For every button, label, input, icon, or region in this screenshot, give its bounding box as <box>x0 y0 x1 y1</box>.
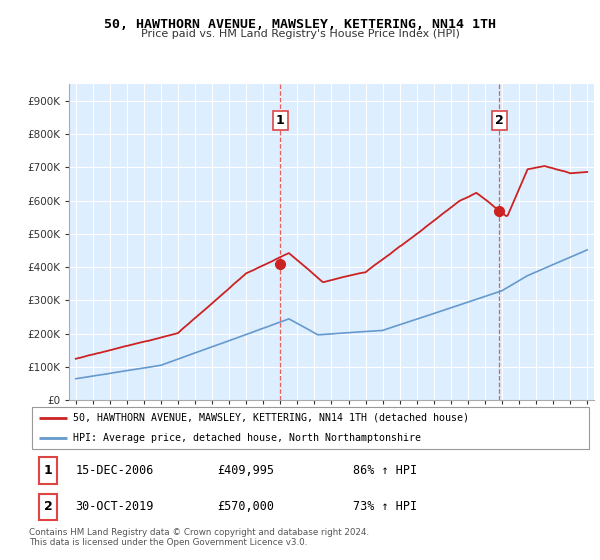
FancyBboxPatch shape <box>39 493 57 520</box>
Text: 73% ↑ HPI: 73% ↑ HPI <box>353 500 417 514</box>
FancyBboxPatch shape <box>32 407 589 449</box>
Text: 15-DEC-2006: 15-DEC-2006 <box>75 464 154 477</box>
Text: £409,995: £409,995 <box>217 464 274 477</box>
FancyBboxPatch shape <box>39 457 57 484</box>
Text: Price paid vs. HM Land Registry's House Price Index (HPI): Price paid vs. HM Land Registry's House … <box>140 29 460 39</box>
Text: 1: 1 <box>276 114 285 127</box>
Text: 50, HAWTHORN AVENUE, MAWSLEY, KETTERING, NN14 1TH: 50, HAWTHORN AVENUE, MAWSLEY, KETTERING,… <box>104 18 496 31</box>
Text: 30-OCT-2019: 30-OCT-2019 <box>75 500 154 514</box>
Text: 86% ↑ HPI: 86% ↑ HPI <box>353 464 417 477</box>
Text: 50, HAWTHORN AVENUE, MAWSLEY, KETTERING, NN14 1TH (detached house): 50, HAWTHORN AVENUE, MAWSLEY, KETTERING,… <box>73 413 469 423</box>
Text: Contains HM Land Registry data © Crown copyright and database right 2024.
This d: Contains HM Land Registry data © Crown c… <box>29 528 369 547</box>
Text: 1: 1 <box>44 464 52 477</box>
Text: 2: 2 <box>44 500 52 514</box>
Text: £570,000: £570,000 <box>217 500 274 514</box>
Text: 2: 2 <box>494 114 503 127</box>
Text: HPI: Average price, detached house, North Northamptonshire: HPI: Average price, detached house, Nort… <box>73 433 421 443</box>
